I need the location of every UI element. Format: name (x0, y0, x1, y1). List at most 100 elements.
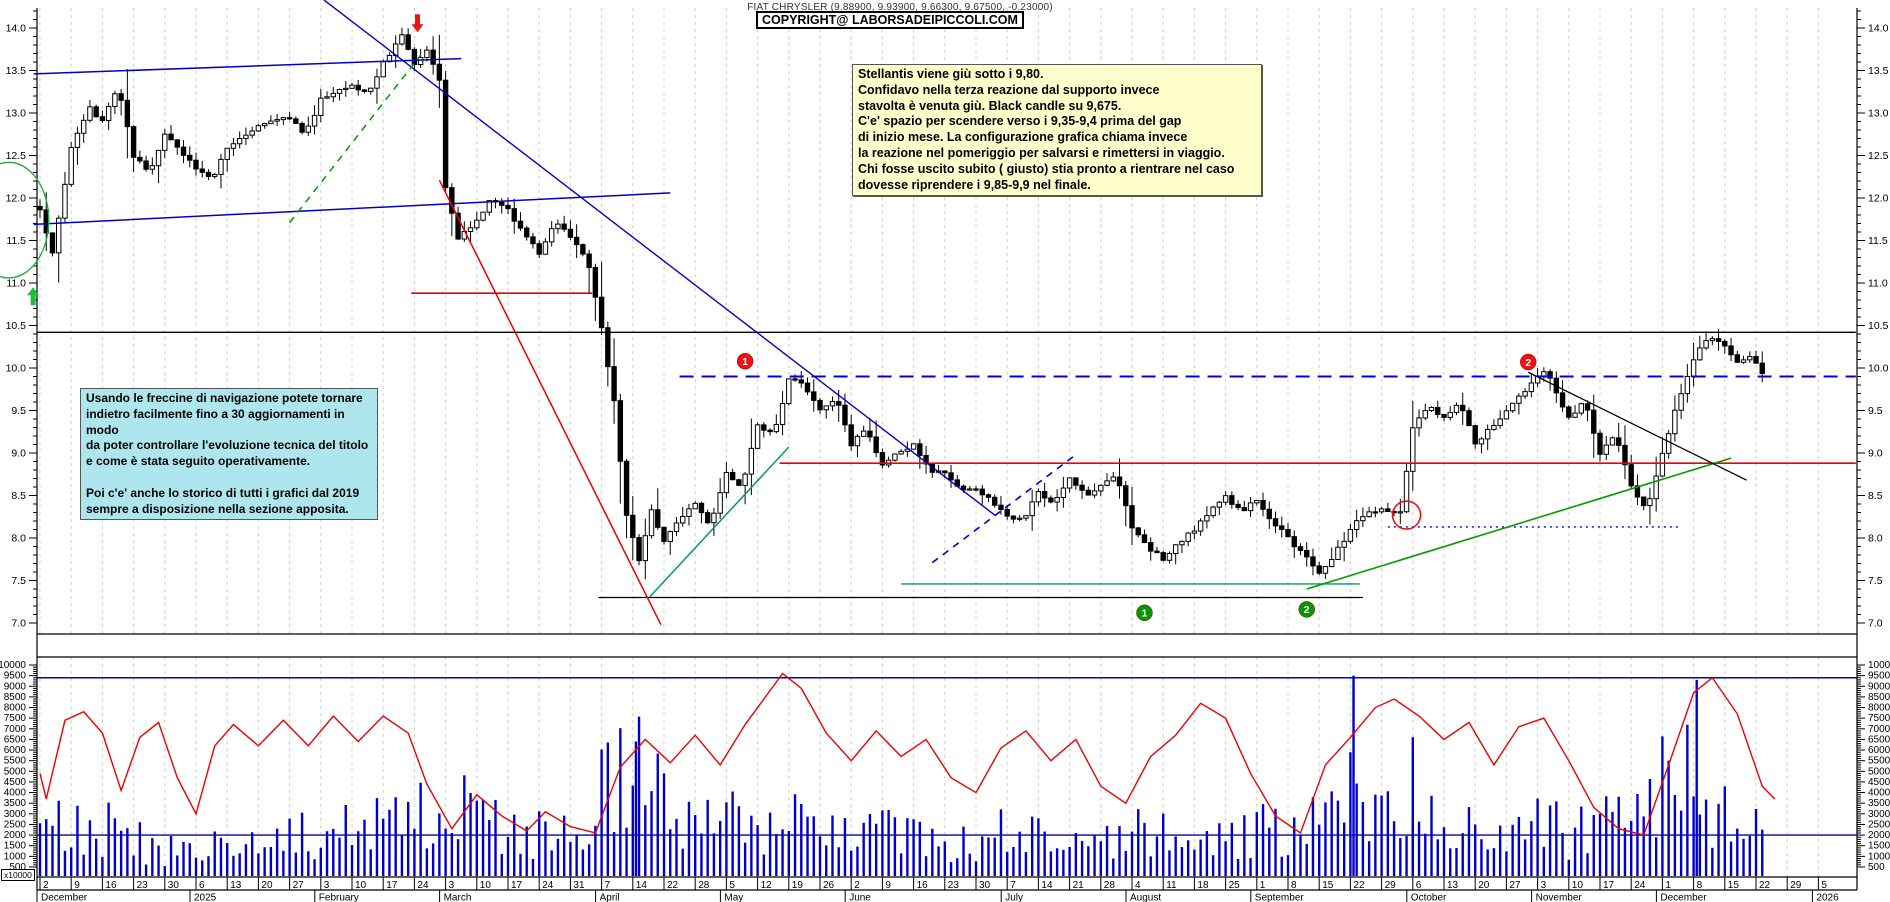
week-day-label: 3 (1541, 880, 1547, 891)
volume-tick-label: 6500 (1868, 734, 1890, 745)
week-day-label: 10 (355, 880, 367, 891)
volume-tick-label: 5000 (1868, 766, 1890, 777)
analysis-note: Stellantis viene giù sotto i 9,80. Confi… (852, 64, 1262, 197)
volume-tick-label: 10000 (1868, 660, 1890, 671)
week-day-label: 31 (573, 880, 585, 891)
price-tick-label: 7.5 (1868, 575, 1883, 587)
month-label: 2026 (1816, 893, 1839, 902)
trendline-green-dashed-jan-uptrend (289, 54, 422, 224)
volume-tick-label: 9000 (1868, 681, 1890, 692)
week-day-label: 7 (605, 880, 611, 891)
volume-tick-label: 5500 (4, 756, 27, 767)
trendline-blue-channel-upper (33, 57, 462, 75)
week-day-label: 21 (1073, 880, 1085, 891)
svg-text:2: 2 (1304, 604, 1310, 616)
week-day-label: 17 (386, 880, 398, 891)
price-axis: 7.0 7.0 7.5 7.5 8.0 8.0 8.5 8.5 9.0 9.0 9.5 9.5 10.0… (6, 10, 1889, 630)
copyright-badge: COPYRIGHT@ LABORSADEIPICCOLI.COM (756, 11, 1024, 29)
trendline-green-april-rebound (649, 446, 790, 598)
volume-tick-label: 2000 (1868, 830, 1890, 841)
volume-tick-label: 7000 (1868, 724, 1890, 735)
week-day-label: 10 (480, 880, 492, 891)
week-day-label: 9 (74, 880, 80, 891)
volume-tick-label: 8500 (4, 692, 27, 703)
week-day-label: 20 (261, 880, 273, 891)
week-day-label: 3 (324, 880, 330, 891)
week-day-label: 8 (1697, 880, 1703, 891)
price-tick-label: 7.0 (11, 618, 26, 630)
price-tick-label: 11.5 (6, 235, 26, 247)
volume-tick-label: 7000 (4, 724, 27, 735)
week-day-label: 16 (917, 880, 929, 891)
volume-tick-label: 8000 (4, 703, 27, 714)
highlight-ellipse (0, 161, 50, 279)
price-tick-label: 11.0 (6, 278, 26, 290)
volume-tick-label: 6000 (4, 745, 27, 756)
month-label: March (444, 893, 472, 902)
price-tick-label: 11.0 (1868, 278, 1888, 290)
week-day-label: 28 (698, 880, 710, 891)
week-day-label: 18 (1197, 880, 1209, 891)
month-label: September (1255, 893, 1305, 902)
trendline-blue-dashed-rising-wedge (931, 454, 1077, 564)
chart-markers: 1 2 1 2 (0, 14, 1537, 622)
week-day-label: 14 (1041, 880, 1053, 891)
chart-title: FIAT CHRYSLER (9.88900, 9.93900, 9.66300… (747, 2, 1053, 13)
navigation-note: Usando le freccine di navigazione potete… (80, 388, 378, 521)
week-day-label: 11 (1166, 880, 1177, 891)
price-tick-label: 9.0 (1868, 448, 1883, 460)
price-tick-label: 10.5 (1868, 320, 1889, 332)
circled-number-marker (1298, 601, 1315, 618)
volume-reference-lines (37, 677, 1857, 836)
volume-tick-label: 3000 (4, 809, 27, 820)
circled-number-marker (1136, 604, 1153, 622)
volume-tick-label: 3500 (1868, 798, 1890, 809)
trendline-black-nov-downtrend (1527, 371, 1747, 481)
month-label: August (1130, 893, 1161, 902)
month-label: 2025 (194, 893, 217, 902)
volume-tick-label: 8000 (1868, 703, 1890, 714)
price-tick-label: 13.5 (6, 65, 27, 77)
volume-tick-label: 4000 (4, 788, 27, 799)
month-label: December (41, 893, 88, 902)
volume-bars (38, 675, 1764, 876)
week-day-label: 1 (1665, 880, 1671, 891)
volume-tick-label: 6000 (1868, 745, 1890, 756)
month-label: October (1411, 893, 1447, 902)
circled-number-marker (736, 352, 754, 370)
month-label: November (1536, 893, 1583, 902)
price-tick-label: 8.5 (1868, 490, 1883, 502)
week-day-label: 23 (948, 880, 960, 891)
price-levels (36, 292, 1856, 599)
oscillator-line (39, 672, 1776, 836)
volume-tick-label: 1000 (1868, 851, 1890, 862)
week-day-label: 8 (1291, 880, 1297, 891)
volume-tick-label: 2000 (4, 830, 27, 841)
week-day-label: 17 (1603, 880, 1615, 891)
price-tick-label: 7.5 (11, 575, 26, 587)
volume-tick-label: 4500 (1868, 777, 1890, 788)
arrow-down-icon (411, 14, 424, 33)
week-day-label: 16 (105, 880, 117, 891)
trendline-blue-major-downtrend (323, 0, 996, 516)
week-day-label: 13 (1447, 880, 1459, 891)
svg-text:2: 2 (1525, 357, 1531, 369)
week-day-label: 14 (636, 880, 648, 891)
week-day-label: 24 (542, 880, 554, 891)
week-day-label: 5 (1821, 880, 1827, 891)
price-tick-label: 10.0 (1868, 363, 1889, 375)
volume-multiplier-label: x10000 (1, 869, 35, 881)
month-label: May (724, 893, 743, 902)
week-day-label: 12 (761, 880, 773, 891)
price-tick-label: 10.5 (6, 320, 27, 332)
price-tick-label: 12.0 (1868, 193, 1889, 205)
week-day-label: 19 (792, 880, 804, 891)
price-tick-label: 14.0 (1868, 23, 1889, 35)
volume-tick-label: 5000 (4, 766, 27, 777)
week-day-label: 23 (137, 880, 149, 891)
volume-tick-label: 9500 (1868, 671, 1890, 682)
price-tick-label: 9.0 (11, 448, 26, 460)
trendline-red-crash-trendline (438, 179, 662, 626)
month-label: June (849, 893, 871, 902)
